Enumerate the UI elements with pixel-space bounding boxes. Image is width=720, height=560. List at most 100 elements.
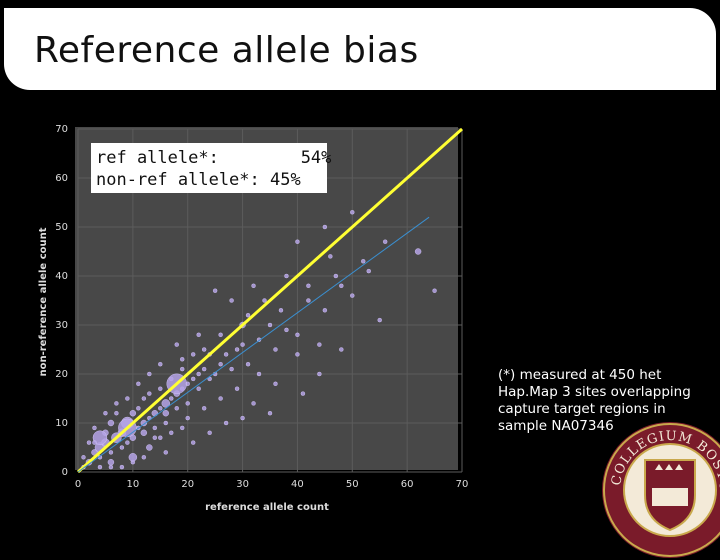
legend-box: ref allele*: 54% non-ref allele*: 45% xyxy=(91,143,331,193)
data-point xyxy=(229,366,234,372)
data-point xyxy=(218,396,223,401)
data-point xyxy=(152,435,158,440)
x-tick-label: 30 xyxy=(236,479,249,490)
fit-line xyxy=(77,216,430,473)
data-point xyxy=(295,352,300,357)
y-tick-label: 50 xyxy=(55,222,68,233)
data-point xyxy=(201,347,207,352)
data-point xyxy=(180,425,185,431)
data-point xyxy=(163,450,168,455)
data-point xyxy=(196,371,201,377)
data-point xyxy=(180,357,185,362)
data-point xyxy=(108,450,114,455)
data-point xyxy=(129,410,137,417)
data-point xyxy=(185,401,190,406)
data-point xyxy=(267,322,273,328)
boston-college-seal-logo: COLLEGIUM BOSTONIENSE xyxy=(600,420,720,558)
x-tick-label: 70 xyxy=(456,479,469,490)
y-tick-label: 70 xyxy=(55,124,68,135)
data-point xyxy=(251,401,256,406)
data-point xyxy=(152,425,158,431)
data-point xyxy=(339,347,344,352)
data-point xyxy=(119,445,125,450)
data-point xyxy=(251,283,256,289)
y-tick-label: 40 xyxy=(55,271,68,282)
data-point xyxy=(162,410,169,417)
data-point xyxy=(92,440,97,445)
data-point xyxy=(169,430,174,435)
data-point xyxy=(245,312,251,318)
data-point xyxy=(366,268,371,274)
data-point xyxy=(125,440,130,445)
data-point xyxy=(295,332,300,338)
data-point xyxy=(190,376,196,382)
data-point xyxy=(284,273,289,279)
data-point xyxy=(107,459,115,466)
data-point xyxy=(128,453,138,462)
data-point xyxy=(256,371,262,377)
data-point xyxy=(284,327,289,333)
data-point xyxy=(339,283,344,289)
data-point xyxy=(377,317,382,323)
data-point xyxy=(136,406,141,411)
data-point xyxy=(432,288,437,293)
data-point xyxy=(169,396,174,401)
data-point xyxy=(240,415,245,421)
y-axis-label: non-reference allele count xyxy=(38,227,49,376)
data-point xyxy=(295,239,300,244)
x-tick-label: 10 xyxy=(126,479,139,490)
data-point xyxy=(201,406,207,411)
data-point xyxy=(174,406,179,411)
data-point xyxy=(317,342,322,347)
x-tick-label: 20 xyxy=(181,479,194,490)
x-axis-label: reference allele count xyxy=(205,502,329,513)
data-point xyxy=(322,224,328,230)
data-point xyxy=(223,352,229,357)
slide-title: Reference allele bias xyxy=(34,30,419,71)
data-point xyxy=(383,239,388,244)
data-point xyxy=(328,254,333,259)
data-point xyxy=(97,464,103,470)
data-point xyxy=(158,435,163,440)
data-point xyxy=(196,332,201,338)
y-tick-label: 60 xyxy=(55,173,68,184)
data-point xyxy=(125,396,130,401)
data-point xyxy=(361,259,366,264)
data-point xyxy=(240,342,245,347)
data-point xyxy=(136,381,141,386)
data-point xyxy=(119,464,125,470)
data-point xyxy=(322,308,328,313)
data-point xyxy=(185,415,190,421)
y-tick-label: 30 xyxy=(55,320,68,331)
data-point xyxy=(158,386,163,391)
data-point xyxy=(92,430,108,445)
data-point xyxy=(229,298,234,303)
data-point xyxy=(273,347,278,352)
ref-allele-line: ref allele*: 54% xyxy=(96,148,332,168)
x-tick-label: 0 xyxy=(75,479,81,490)
data-point xyxy=(86,440,92,445)
data-point xyxy=(350,293,355,298)
data-point xyxy=(414,248,422,255)
data-point xyxy=(278,308,284,313)
data-point xyxy=(140,429,148,436)
data-point xyxy=(234,386,240,391)
tick-layer: 0 10 20 30 40 50 60 70 0 10 20 30 40 50 60 70 xyxy=(55,124,468,490)
data-point xyxy=(350,210,355,215)
title-bar: Reference allele bias xyxy=(4,8,716,90)
data-point xyxy=(223,420,229,426)
data-point xyxy=(245,361,251,367)
data-point xyxy=(147,371,152,377)
data-point xyxy=(174,342,179,347)
data-point xyxy=(333,273,339,279)
data-point xyxy=(158,361,163,367)
data-point xyxy=(201,366,207,372)
data-point xyxy=(190,352,196,357)
y-tick-label: 10 xyxy=(55,418,68,429)
x-tick-label: 60 xyxy=(401,479,414,490)
nonref-allele-line: non-ref allele*: 45% xyxy=(96,170,301,190)
data-point xyxy=(234,347,240,352)
line-layer xyxy=(77,127,463,474)
y-tick-label: 0 xyxy=(62,467,68,478)
data-point xyxy=(146,444,153,451)
